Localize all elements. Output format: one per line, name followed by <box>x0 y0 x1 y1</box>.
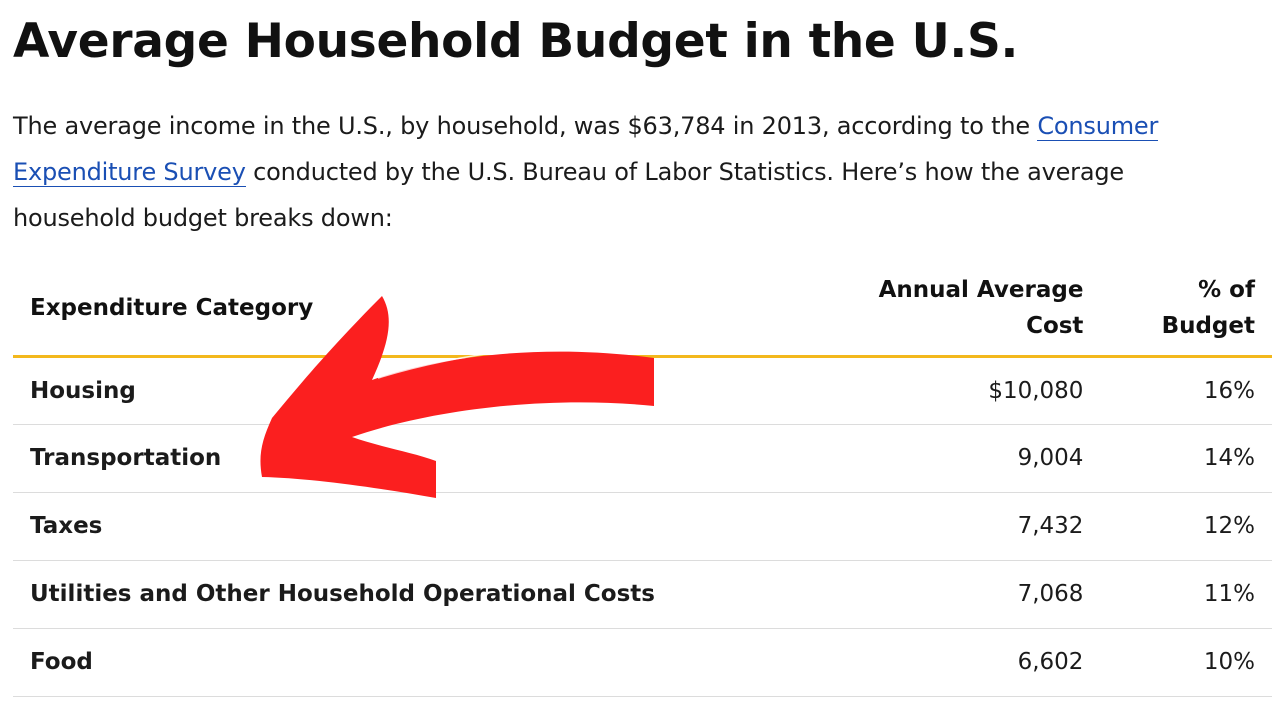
table-row: Housing $10,080 16% <box>13 356 1272 425</box>
row-cost: 6,602 <box>722 628 1084 697</box>
row-cost: $10,080 <box>722 356 1084 425</box>
row-category: Taxes <box>13 492 723 561</box>
row-category: Housing <box>13 356 723 425</box>
header-cost: Annual Average Cost <box>722 262 1084 358</box>
row-category: Food <box>13 628 723 697</box>
row-percent: 11% <box>1083 560 1272 629</box>
table-row: Transportation 9,004 14% <box>13 424 1272 493</box>
row-cost: 7,068 <box>722 560 1084 629</box>
row-category: Transportation <box>13 424 723 493</box>
table-row: Taxes 7,432 12% <box>13 492 1272 561</box>
consumer-expenditure-survey-link[interactable]: Consumer Expenditure Survey <box>13 112 1159 187</box>
row-cost: 7,432 <box>722 492 1084 561</box>
budget-table: Expenditure Category Annual Average Cost … <box>13 262 1272 697</box>
header-category: Expenditure Category <box>13 262 723 358</box>
row-percent: 14% <box>1083 424 1272 493</box>
intro-text-before: The average income in the U.S., by house… <box>13 112 1038 140</box>
intro-text-after: conducted by the U.S. Bureau of Labor St… <box>13 158 1124 232</box>
row-percent: 12% <box>1083 492 1272 561</box>
row-percent: 16% <box>1083 356 1272 425</box>
table-row: Utilities and Other Household Operationa… <box>13 560 1272 629</box>
header-percent: % of Budget <box>1083 262 1272 358</box>
table-row: Food 6,602 10% <box>13 628 1272 697</box>
row-category: Utilities and Other Household Operationa… <box>13 560 723 629</box>
page-title: Average Household Budget in the U.S. <box>13 14 1019 69</box>
table-header-row: Expenditure Category Annual Average Cost … <box>13 262 1272 358</box>
row-cost: 9,004 <box>722 424 1084 493</box>
intro-paragraph: The average income in the U.S., by house… <box>13 103 1213 241</box>
row-percent: 10% <box>1083 628 1272 697</box>
